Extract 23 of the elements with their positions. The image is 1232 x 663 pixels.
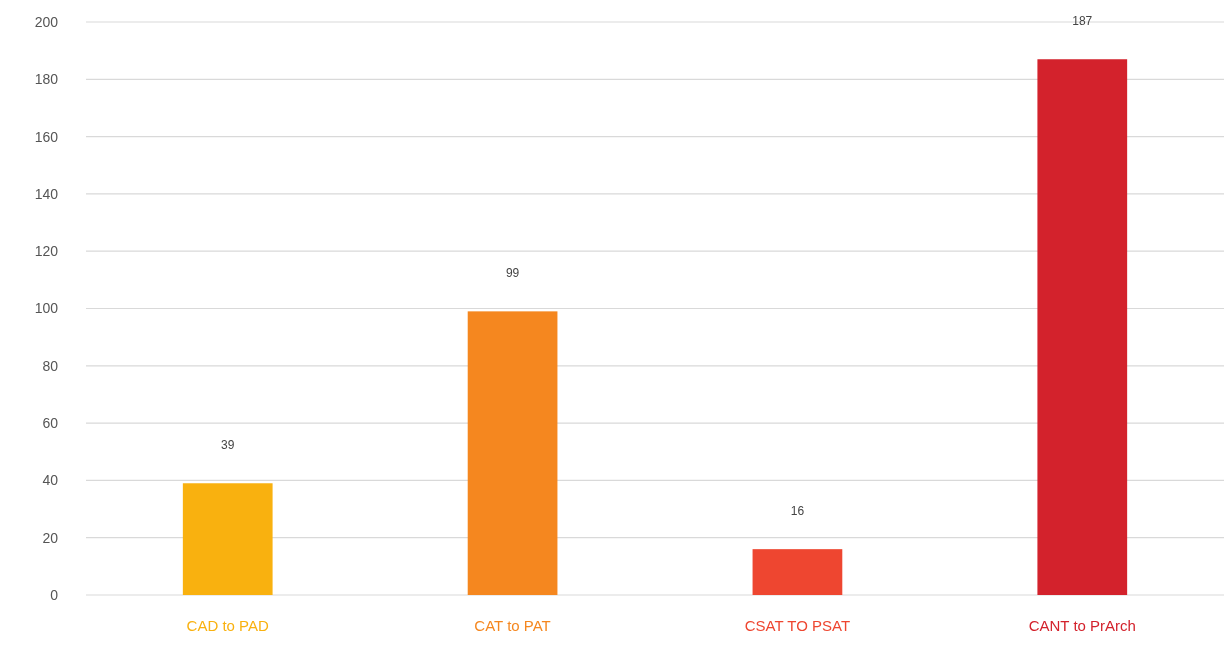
bar	[467, 311, 558, 595]
x-tick-label: CANT to PrArch	[1028, 617, 1136, 634]
y-tick-label: 180	[34, 71, 59, 88]
y-tick-label: 200	[34, 13, 59, 30]
y-tick-label: 60	[42, 415, 59, 431]
bar	[1037, 59, 1128, 595]
y-tick-label: 100	[34, 300, 59, 317]
y-tick-label: 120	[34, 243, 59, 260]
y-tick-label: 40	[42, 472, 59, 489]
data-label: 16	[790, 504, 805, 519]
y-tick-label: 80	[42, 357, 59, 374]
data-label: 99	[505, 266, 520, 281]
data-label: 187	[1072, 14, 1093, 29]
y-tick-label: 140	[34, 185, 59, 202]
x-tick-label: CAD to PAD	[186, 617, 269, 634]
x-tick-label: CAT to PAT	[474, 617, 551, 634]
y-tick-label: 20	[42, 529, 59, 546]
y-tick-label: 160	[34, 128, 59, 145]
bar	[752, 549, 843, 595]
y-tick-label: 0	[50, 586, 59, 603]
data-label: 39	[221, 438, 235, 453]
bar	[182, 483, 273, 595]
x-tick-label: CSAT TO PSAT	[744, 617, 851, 634]
